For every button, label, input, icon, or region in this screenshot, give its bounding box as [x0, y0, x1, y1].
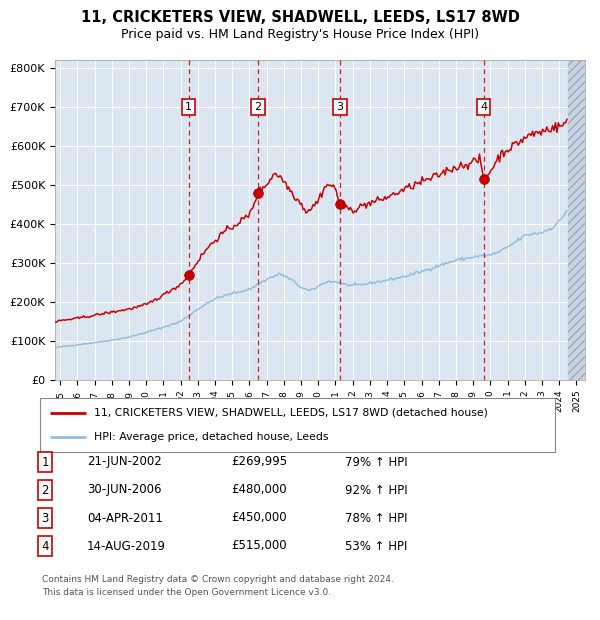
- Text: 11, CRICKETERS VIEW, SHADWELL, LEEDS, LS17 8WD: 11, CRICKETERS VIEW, SHADWELL, LEEDS, LS…: [80, 10, 520, 25]
- Bar: [568, 60, 585, 380]
- Text: £450,000: £450,000: [231, 512, 287, 525]
- Text: 2: 2: [254, 102, 262, 112]
- Text: 1: 1: [41, 456, 49, 469]
- Text: 3: 3: [41, 512, 49, 525]
- Text: This data is licensed under the Open Government Licence v3.0.: This data is licensed under the Open Gov…: [42, 588, 331, 597]
- Text: HPI: Average price, detached house, Leeds: HPI: Average price, detached house, Leed…: [94, 432, 329, 443]
- Text: 14-AUG-2019: 14-AUG-2019: [87, 539, 166, 552]
- Text: 78% ↑ HPI: 78% ↑ HPI: [345, 512, 407, 525]
- Bar: [568, 60, 585, 380]
- Text: £515,000: £515,000: [231, 539, 287, 552]
- Text: 53% ↑ HPI: 53% ↑ HPI: [345, 539, 407, 552]
- Text: 30-JUN-2006: 30-JUN-2006: [87, 484, 161, 497]
- Text: 11, CRICKETERS VIEW, SHADWELL, LEEDS, LS17 8WD (detached house): 11, CRICKETERS VIEW, SHADWELL, LEEDS, LS…: [94, 407, 488, 418]
- Text: £269,995: £269,995: [231, 456, 287, 469]
- Text: Contains HM Land Registry data © Crown copyright and database right 2024.: Contains HM Land Registry data © Crown c…: [42, 575, 394, 584]
- Text: 4: 4: [41, 539, 49, 552]
- Text: 4: 4: [480, 102, 487, 112]
- Text: 92% ↑ HPI: 92% ↑ HPI: [345, 484, 407, 497]
- Text: Price paid vs. HM Land Registry's House Price Index (HPI): Price paid vs. HM Land Registry's House …: [121, 28, 479, 41]
- Text: 1: 1: [185, 102, 192, 112]
- FancyBboxPatch shape: [40, 398, 555, 452]
- Text: 21-JUN-2002: 21-JUN-2002: [87, 456, 162, 469]
- Text: £480,000: £480,000: [231, 484, 287, 497]
- Text: 3: 3: [337, 102, 343, 112]
- Text: 2: 2: [41, 484, 49, 497]
- Text: 04-APR-2011: 04-APR-2011: [87, 512, 163, 525]
- Text: 79% ↑ HPI: 79% ↑ HPI: [345, 456, 407, 469]
